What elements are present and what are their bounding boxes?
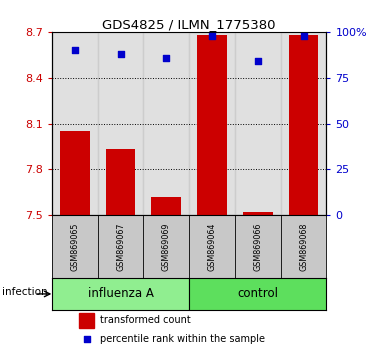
Text: influenza A: influenza A (88, 287, 154, 301)
Point (163, 55, 169, 60)
Bar (52, 32, 98, 215)
Point (72, 47, 78, 53)
Bar (79, 313, 95, 327)
Text: GSM869064: GSM869064 (208, 222, 217, 271)
Bar (60, 131, 90, 215)
Bar (106, 149, 135, 215)
Bar (52, 278, 189, 310)
Bar (197, 35, 227, 215)
Text: transformed count: transformed count (100, 315, 191, 325)
Point (301, 33, 306, 38)
Point (118, 51, 124, 57)
Text: infection: infection (2, 287, 47, 297)
Text: control: control (237, 287, 278, 301)
Bar (189, 278, 326, 310)
Text: GSM869068: GSM869068 (299, 222, 308, 271)
Bar (289, 35, 318, 215)
Bar (235, 32, 281, 215)
Bar (281, 32, 326, 215)
Bar (98, 32, 144, 215)
Text: GSM869069: GSM869069 (162, 222, 171, 271)
Bar (144, 32, 189, 215)
Point (209, 33, 215, 38)
Text: percentile rank within the sample: percentile rank within the sample (100, 334, 265, 344)
Bar (189, 32, 235, 215)
Text: GSM869066: GSM869066 (253, 222, 262, 271)
Point (84, 336, 90, 342)
Text: GSM869067: GSM869067 (116, 222, 125, 271)
Text: GSM869065: GSM869065 (70, 222, 79, 271)
Bar (243, 212, 273, 215)
Bar (151, 197, 181, 215)
Title: GDS4825 / ILMN_1775380: GDS4825 / ILMN_1775380 (102, 18, 276, 31)
Point (255, 58, 261, 64)
